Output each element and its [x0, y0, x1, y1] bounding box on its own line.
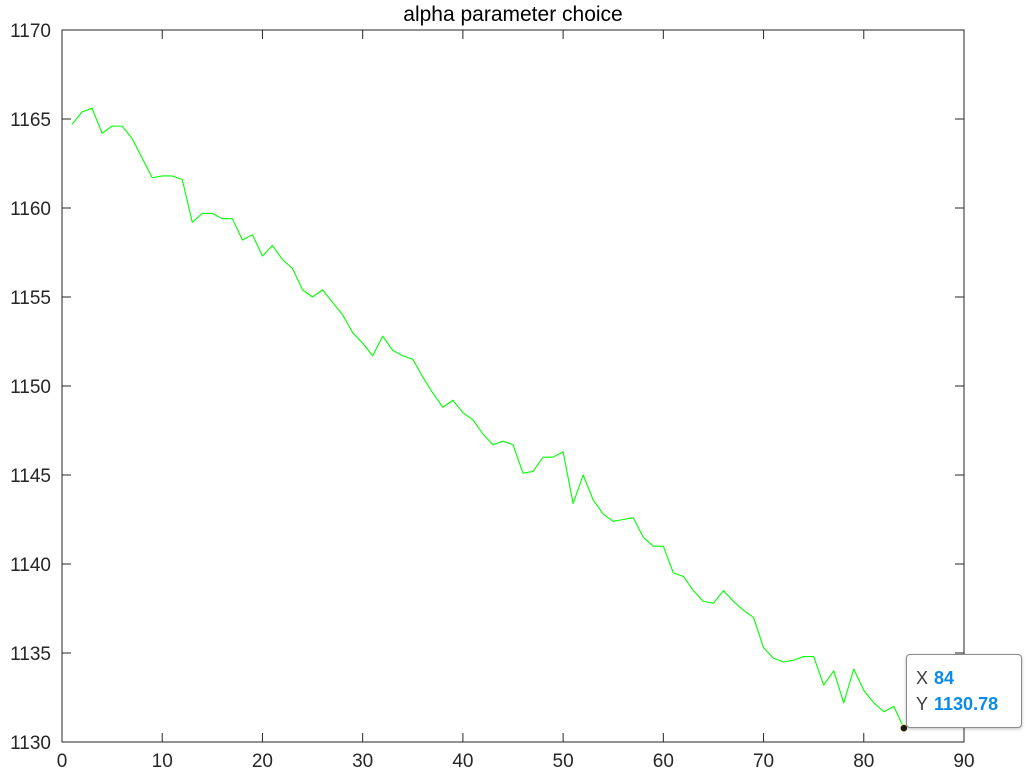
- y-tick-label: 1160: [10, 199, 51, 220]
- y-tick-label: 1130: [10, 733, 51, 754]
- datatip-x-key: X: [916, 668, 929, 688]
- x-tick-label: 40: [452, 751, 473, 772]
- datatip-y-row: Y 1130.78: [916, 691, 1021, 717]
- y-tick-label: 1140: [10, 555, 51, 576]
- x-tick-label: 50: [553, 751, 574, 772]
- x-tick-label: 10: [152, 751, 173, 772]
- y-tick-label: 1170: [10, 21, 51, 42]
- x-tick-label: 20: [252, 751, 273, 772]
- datatip[interactable]: X 84 Y 1130.78: [906, 654, 1022, 728]
- axes-box: [61, 29, 965, 743]
- datatip-marker: [899, 724, 908, 733]
- datatip-y-value: 1130.78: [934, 694, 999, 714]
- chart-title: alpha parameter choice: [403, 3, 622, 26]
- y-tick-label: 1155: [10, 288, 51, 309]
- x-tick-label: 80: [853, 751, 874, 772]
- x-tick-label: 0: [57, 751, 68, 772]
- x-tick-label: 60: [653, 751, 674, 772]
- datatip-y-key: Y: [916, 694, 929, 714]
- y-tick-label: 1150: [10, 377, 51, 398]
- datatip-x-value: 84: [934, 668, 955, 688]
- y-tick-label: 1145: [10, 466, 51, 487]
- y-tick-label: 1135: [10, 644, 51, 665]
- y-tick-label: 1165: [10, 110, 51, 131]
- ticks: 0 10 20 30 40 50 60 70 80 90 1130 1135 1140 1145 1150 1…: [10, 21, 974, 772]
- datatip-x-row: X 84: [916, 665, 1021, 691]
- series-group: [71, 107, 908, 733]
- series-line: [71, 107, 905, 729]
- axes: [61, 29, 965, 743]
- x-tick-label: 90: [953, 751, 974, 772]
- x-tick-label: 70: [753, 751, 774, 772]
- x-tick-label: 30: [352, 751, 373, 772]
